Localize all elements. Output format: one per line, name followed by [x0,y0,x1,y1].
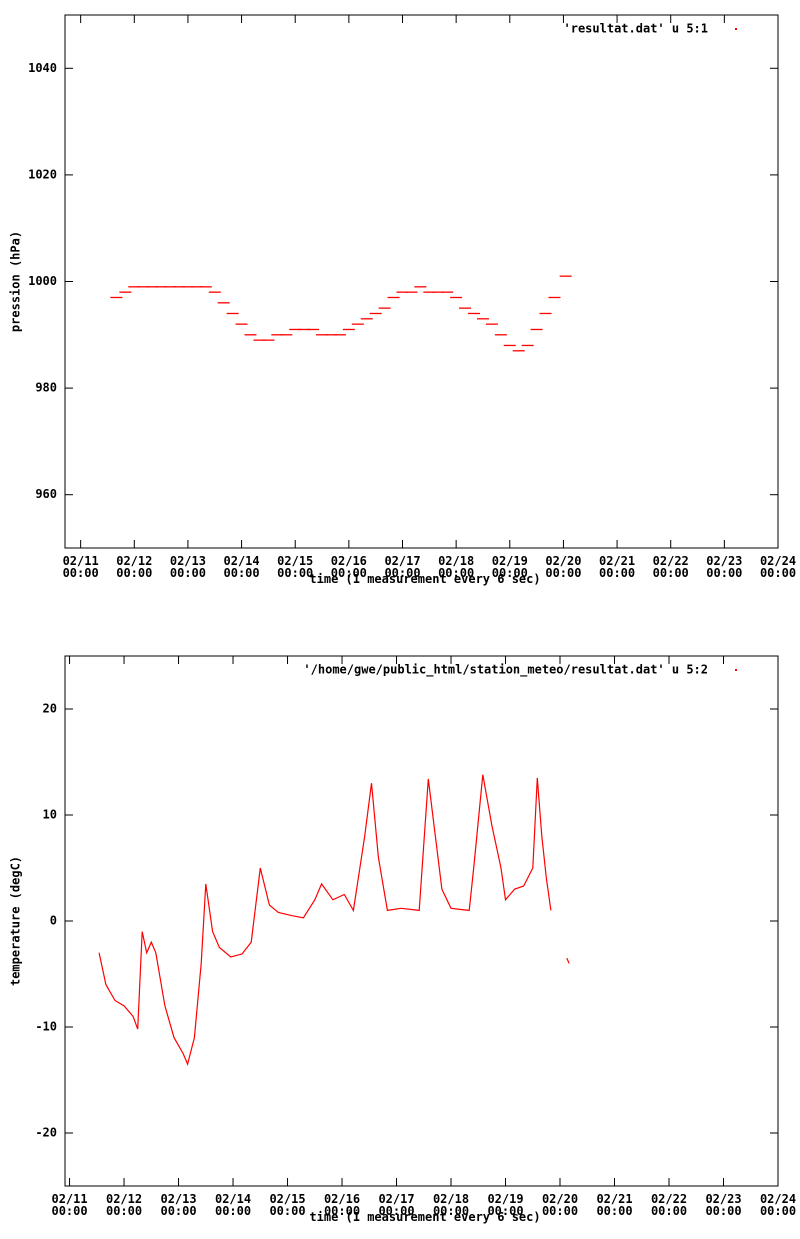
x-tick-label: 02/17 00:00 [384,554,421,580]
x-tick-label: 02/18 00:00 [432,1192,470,1218]
x-tick-label: 02/12 00:00 [116,554,153,580]
y-tick-label: 1000 [28,274,57,288]
y-tick-label: -20 [35,1126,57,1140]
x-tick-label: 02/22 00:00 [650,1192,688,1218]
line [98,774,552,1066]
x-tick-label: 02/19 00:00 [491,554,528,580]
x-tick-label: 02/15 00:00 [269,1192,306,1218]
x-tick-label: 02/23 00:00 [705,1192,742,1218]
plot-frame [64,14,779,549]
x-tick-label: 02/21 00:00 [599,554,636,580]
x-tick-label: 02/13 00:00 [160,1192,197,1218]
x-tick-label: 02/23 00:00 [706,554,743,580]
x-tick-label: 02/14 00:00 [214,1192,252,1218]
x-tick-label: 02/20 00:00 [541,1192,579,1218]
x-tick-label: 02/17 00:00 [378,1192,415,1218]
x-tick-label: 02/14 00:00 [223,554,260,580]
x-tick-label: 02/11 00:00 [62,554,99,580]
y-tick-label: 20 [43,702,57,716]
x-tick-label: 02/24 00:00 [759,554,797,580]
x-tick-label: 02/12 00:00 [105,1192,143,1218]
line [566,957,570,964]
x-tick-label: 02/16 00:00 [323,1192,361,1218]
x-tick-label: 02/13 00:00 [169,554,206,580]
y-tick-label: -10 [35,1020,57,1034]
legend-swatch [735,669,737,671]
y-axis-label: pression (hPa) [9,231,23,332]
x-tick-label: 02/19 00:00 [487,1192,524,1218]
legend-label: 'resultat.dat' u 5:1 [564,22,709,36]
y-tick-label: 1020 [28,167,57,181]
x-tick-label: 02/20 00:00 [545,554,582,580]
plot-frame [64,655,779,1187]
y-tick-label: 10 [43,808,57,822]
x-tick-label: 02/16 00:00 [330,554,367,580]
legend-label: '/home/gwe/public_html/station_meteo/res… [303,663,708,678]
x-tick-label: 02/11 00:00 [51,1192,88,1218]
y-axis-label: temperature (degC) [9,856,23,986]
x-tick-label: 02/21 00:00 [596,1192,633,1218]
legend-swatch [735,28,737,30]
x-tick-label: 02/18 00:00 [438,554,475,580]
y-tick-label: 960 [35,487,57,501]
y-tick-label: 0 [50,914,57,928]
x-tick-label: 02/24 00:00 [759,1192,797,1218]
x-tick-label: 02/15 00:00 [277,554,314,580]
x-tick-label: 02/22 00:00 [652,554,689,580]
y-tick-label: 1040 [28,61,57,75]
y-tick-label: 980 [35,381,57,395]
x-axis-label: time (1 measurement every 6 sec) [309,572,541,586]
x-axis-label: time (1 measurement every 6 sec) [309,1210,541,1224]
